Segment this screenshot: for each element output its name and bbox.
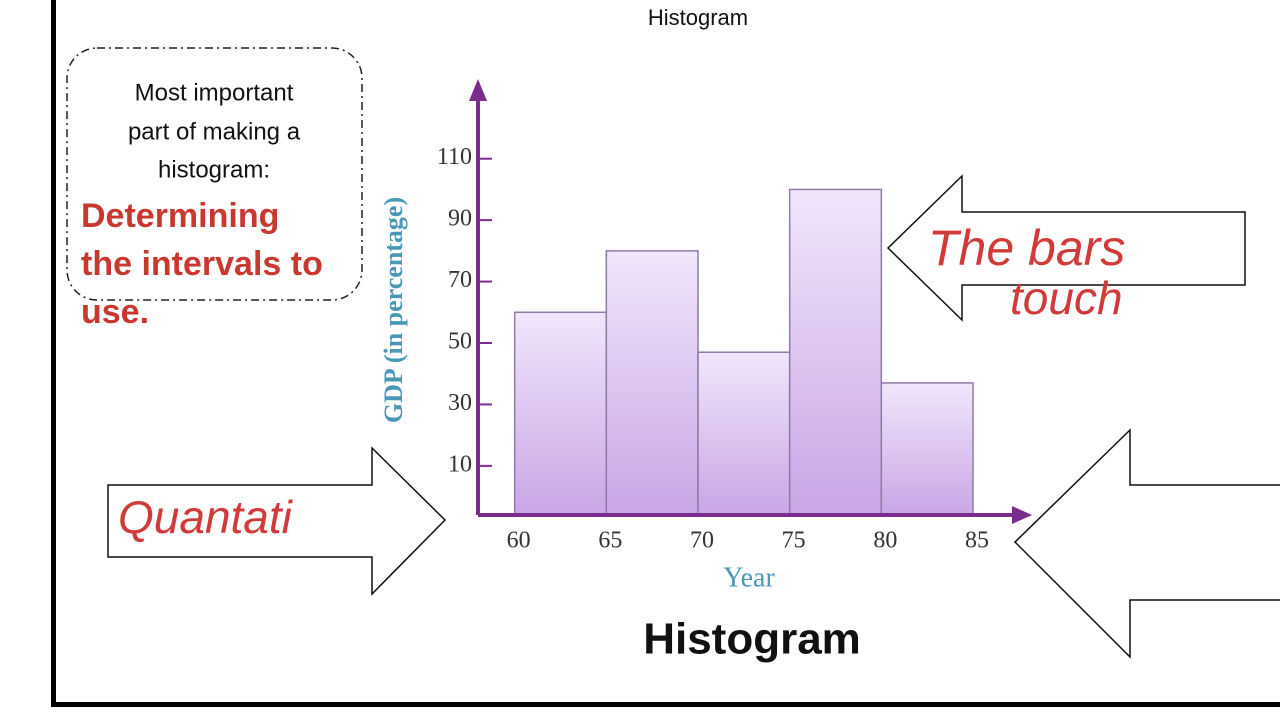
bar (605, 250, 699, 516)
handwriting: Quantati (118, 491, 294, 543)
x-tick-label: 70 (690, 528, 714, 554)
handwriting: touch (1010, 272, 1123, 324)
y-tick-label: 50 (448, 329, 472, 355)
slide-title: Histogram (648, 5, 748, 30)
y-tick-label: 70 (448, 267, 472, 293)
bar (513, 311, 608, 516)
emphasis-line: Determining (81, 197, 279, 235)
y-tick-label: 10 (448, 451, 472, 477)
y-tick-label: 30 (448, 390, 472, 416)
x-axis-label: Year (723, 562, 775, 593)
handwriting: The bars (928, 220, 1125, 276)
x-tick-label: 60 (507, 528, 531, 554)
emphasis-line: use. (81, 293, 149, 331)
note-box (66, 47, 363, 301)
note-line: Most important (135, 79, 294, 106)
x-tick-label: 65 (598, 528, 622, 554)
note-line: part of making a (128, 118, 301, 145)
x-tick-label: 85 (965, 528, 989, 554)
y-axis-label: GDP (in percentage) (379, 197, 408, 423)
bar (880, 382, 974, 516)
y-tick-label: 90 (448, 206, 472, 232)
note-line: histogram: (158, 156, 270, 183)
arrow-left (886, 174, 1246, 322)
y-axis-arrow (469, 79, 487, 101)
bar (788, 188, 883, 516)
arrow-right (107, 446, 447, 596)
bar (697, 351, 791, 516)
chart: 10 30 50 70 90 110 60 65 70 75 80 85 Year GDP (in per… (379, 79, 1032, 664)
chart-title: Histogram (643, 615, 861, 664)
arrow-left (1013, 428, 1280, 659)
left-border (51, 0, 56, 706)
x-tick-label: 80 (873, 528, 897, 554)
x-tick-label: 75 (782, 528, 806, 554)
y-tick-label: 110 (437, 144, 472, 170)
emphasis-line: the intervals to (81, 245, 323, 283)
bottom-border (51, 702, 1280, 707)
x-axis-arrow (1012, 506, 1032, 524)
